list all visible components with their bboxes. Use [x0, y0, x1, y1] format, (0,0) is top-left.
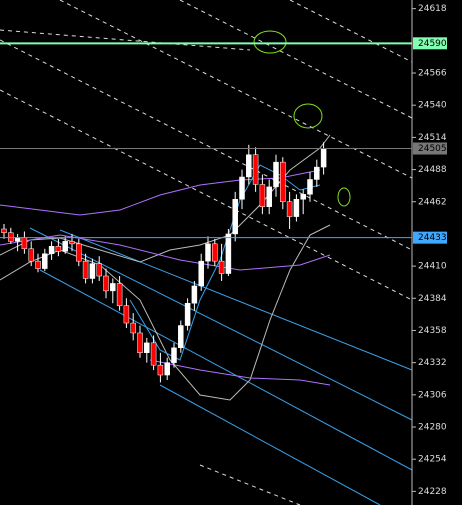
candle-body	[218, 260, 225, 274]
candle-body	[286, 201, 293, 217]
y-tick-label: 24462	[418, 197, 447, 207]
candle-body	[55, 246, 62, 252]
candle-body	[178, 325, 184, 349]
y-tick-label: 24488	[418, 165, 447, 175]
y-tick-label: 24410	[418, 262, 447, 272]
candle-body	[103, 275, 109, 292]
y-tick-label: 24384	[418, 294, 447, 304]
candle-body	[212, 243, 218, 262]
candle-body	[14, 237, 21, 242]
y-tick-label: 24540	[418, 101, 447, 111]
candle-body	[42, 253, 48, 269]
y-tick-label: 24228	[418, 487, 447, 497]
price-label: 24590	[418, 39, 447, 49]
candle-body	[314, 166, 320, 180]
candle-body	[110, 283, 116, 292]
candle-body	[300, 194, 306, 200]
price-label-box	[413, 142, 447, 155]
candle-body	[130, 322, 136, 334]
candle-body	[266, 186, 272, 207]
y-tick-label: 24254	[418, 455, 447, 465]
price-label-box	[413, 37, 447, 50]
candle-body	[35, 260, 41, 269]
candle-body	[320, 148, 327, 168]
candle-body	[184, 302, 191, 326]
candle-body	[96, 263, 102, 277]
y-tick-label: 24358	[418, 326, 447, 336]
candle-body	[62, 241, 68, 252]
price-label: 24505	[418, 144, 447, 154]
y-tick-label: 24280	[418, 423, 447, 433]
candle-body	[69, 241, 75, 245]
candle-body	[239, 176, 245, 200]
candle-body	[116, 283, 123, 306]
candle-body	[164, 362, 170, 376]
candle-body	[157, 364, 164, 376]
candle-body	[171, 347, 177, 363]
candle-body	[76, 243, 82, 262]
candle-body	[252, 154, 259, 185]
candle-body	[1, 228, 7, 233]
candle-body	[89, 263, 96, 279]
candle-body	[198, 260, 204, 287]
candle-body	[307, 179, 313, 195]
y-tick-label: 24514	[418, 133, 447, 143]
candle-body	[123, 305, 130, 324]
candle-body	[150, 342, 157, 366]
annotations	[253, 30, 351, 207]
candle-body	[273, 161, 279, 188]
y-tick-label: 24332	[418, 358, 447, 368]
y-tick-label: 24618	[418, 4, 447, 14]
regression-channel	[29, 227, 413, 505]
candle-body	[293, 199, 300, 217]
candle-body	[280, 161, 286, 203]
candle-body	[144, 342, 150, 354]
candle-body	[205, 243, 211, 262]
candle-body	[137, 332, 143, 354]
price-label: 24433	[418, 233, 447, 243]
y-tick-label: 24566	[418, 69, 447, 79]
candle-body	[82, 260, 89, 279]
indicator-bands	[0, 134, 331, 401]
candle-body	[28, 248, 34, 262]
candle-body	[225, 233, 232, 274]
y-tick-label: 24306	[418, 390, 447, 400]
candle-body	[232, 199, 238, 235]
candle-body	[246, 154, 252, 178]
candle-body	[8, 232, 14, 242]
candle-body	[21, 237, 28, 250]
candle-body	[191, 285, 198, 304]
price-label-box	[413, 231, 447, 244]
candle-body	[48, 246, 55, 254]
candle-body	[259, 184, 266, 207]
